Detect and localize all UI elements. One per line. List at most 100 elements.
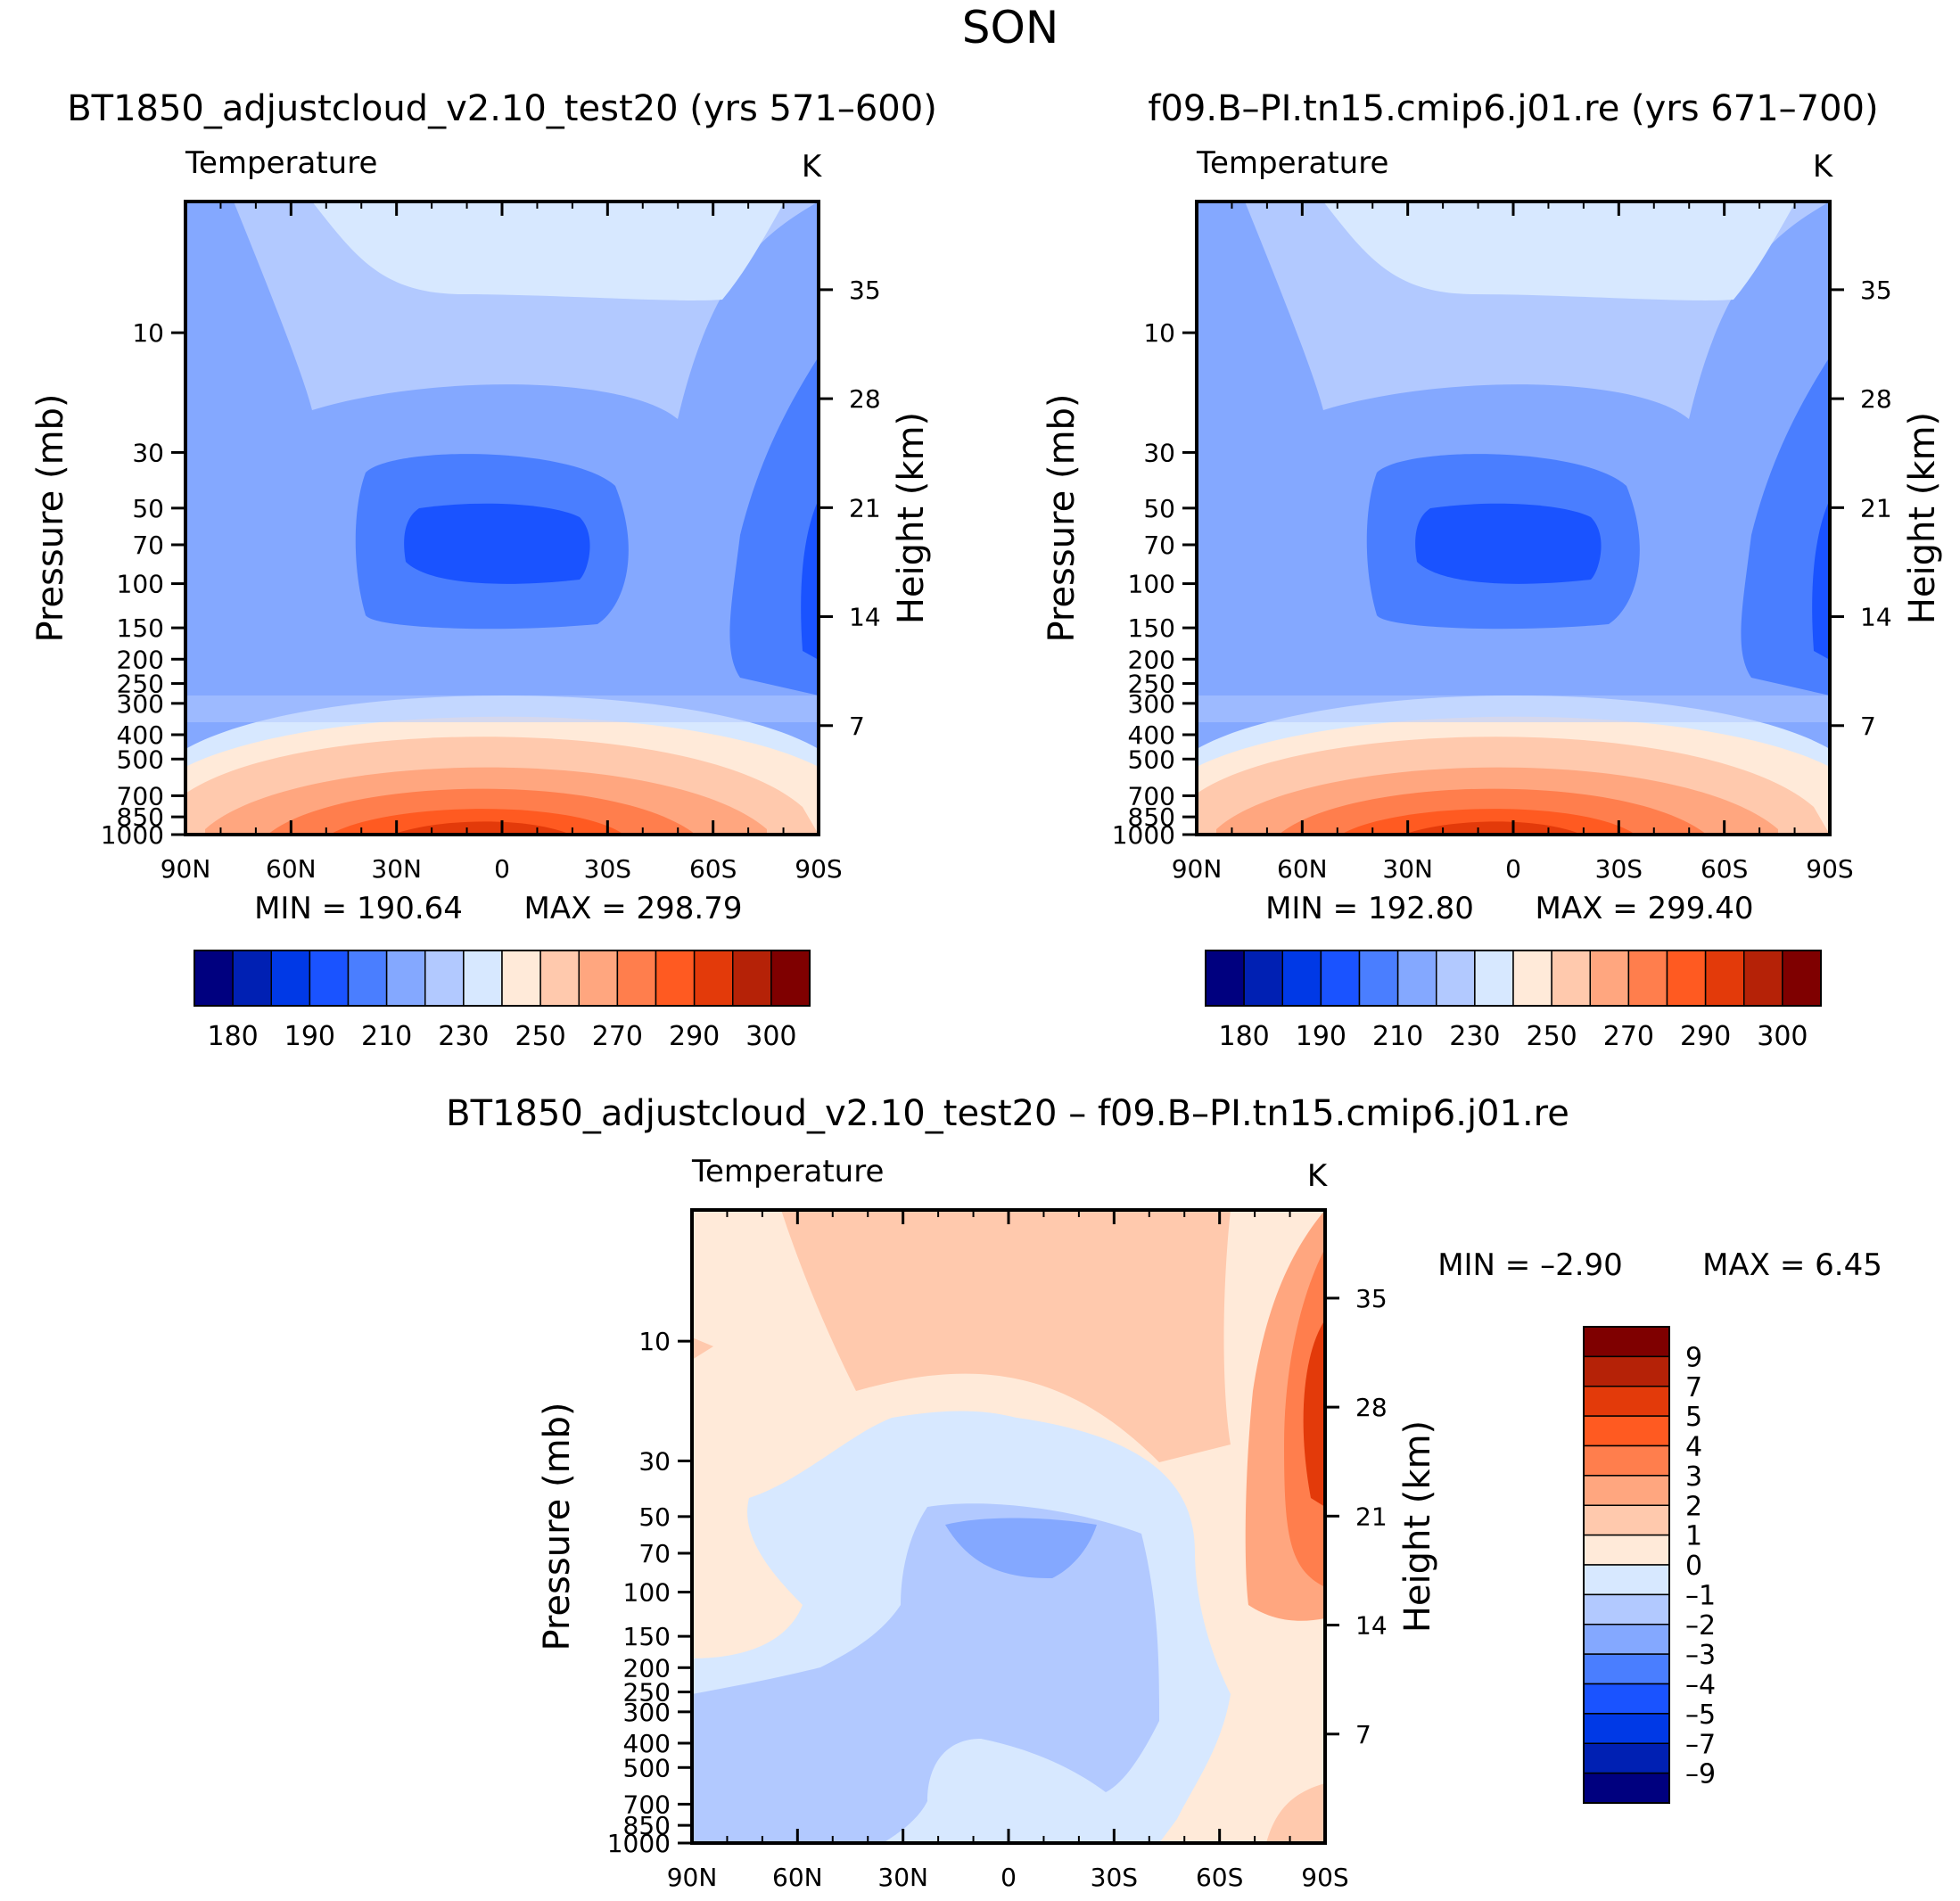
y-right-tick-label: 7: [849, 712, 865, 741]
colorbar-label: –1: [1685, 1580, 1716, 1611]
colorbar-swatch: [424, 950, 465, 1007]
panel-title: BT1850_adjustcloud_v2.10_test20 (yrs 571…: [67, 88, 937, 129]
colorbar-swatch: [1205, 950, 1245, 1007]
x-tick-label: 0: [1505, 854, 1521, 884]
colorbar-swatch: [1583, 1444, 1670, 1477]
variable-label: Temperature: [185, 145, 377, 181]
colorbar-swatch: [1474, 950, 1514, 1007]
y-tick-label: 300: [117, 689, 164, 719]
y-tick-label: 500: [623, 1753, 671, 1782]
contour-band: [801, 499, 819, 660]
panel-title: BT1850_adjustcloud_v2.10_test20 – f09.B–…: [446, 1093, 1569, 1134]
colorbar-swatch: [270, 950, 311, 1007]
colorbar-swatch: [693, 950, 734, 1007]
contour-band-negative: [945, 1518, 1097, 1578]
contour-band: [1812, 499, 1830, 660]
colorbar-label: 300: [745, 1021, 796, 1052]
colorbar-swatch: [1583, 1386, 1670, 1417]
colorbar-swatch: [1320, 950, 1361, 1007]
y-tick-label: 70: [638, 1539, 671, 1568]
colorbar-label: 210: [1372, 1021, 1423, 1052]
y-tick-label: 100: [1128, 570, 1175, 599]
y-tick-label: 300: [623, 1698, 671, 1727]
colorbar-swatch: [1583, 1504, 1670, 1536]
colorbar-label: 9: [1685, 1342, 1702, 1373]
colorbar-swatch: [309, 950, 350, 1007]
y-tick-label: 10: [132, 318, 164, 348]
y-right-tick-label: 7: [1355, 1720, 1371, 1749]
contour-field: [1197, 202, 1830, 835]
colorbar-label: 290: [669, 1021, 720, 1052]
x-tick-label: 0: [1001, 1863, 1017, 1892]
y-right-tick-label: 35: [1860, 276, 1892, 305]
y-tick-label: 400: [117, 720, 164, 750]
panel-top-left: BT1850_adjustcloud_v2.10_test20 (yrs 571…: [30, 88, 937, 1052]
panel-top-right: f09.B–PI.tn15.cmip6.j01.re (yrs 671–700)…: [1042, 88, 1943, 1052]
colorbar-swatch: [539, 950, 580, 1007]
colorbar-label: 5: [1685, 1402, 1702, 1433]
colorbar-label: 300: [1757, 1021, 1808, 1052]
colorbar-label: 7: [1685, 1372, 1702, 1403]
colorbar-swatch: [463, 950, 503, 1007]
contour-band-positive: [1227, 1242, 1248, 1277]
colorbar-swatch: [232, 950, 272, 1007]
colorbar-swatch: [1243, 950, 1283, 1007]
contour-band: [185, 695, 819, 722]
contour-band-positive: [692, 1337, 713, 1360]
y-axis-label: Pressure (mb): [537, 1402, 578, 1650]
colorbar-label: 180: [207, 1021, 258, 1052]
colorbar-swatch: [770, 950, 811, 1007]
x-tick-label: 60S: [689, 854, 737, 884]
y-tick-label: 30: [638, 1446, 671, 1476]
y-right-tick-label: 14: [1355, 1611, 1388, 1641]
colorbar-label: 180: [1218, 1021, 1269, 1052]
colorbar-swatch: [1666, 950, 1707, 1007]
colorbar-label: 230: [1449, 1021, 1500, 1052]
colorbar-label: 270: [592, 1021, 643, 1052]
y-tick-label: 300: [1128, 689, 1175, 719]
colorbar-frame: [194, 950, 811, 1007]
colorbar-swatch: [1583, 1534, 1670, 1566]
colorbar-swatch: [1583, 1355, 1670, 1387]
colorbar-swatch: [655, 950, 696, 1007]
colorbar-swatch: [1583, 1742, 1670, 1774]
y-tick-label: 500: [1128, 745, 1175, 774]
colorbar-label: 270: [1603, 1021, 1654, 1052]
y-tick-label: 400: [623, 1729, 671, 1758]
y-right-tick-label: 14: [849, 603, 881, 632]
colorbar-swatch: [1583, 1475, 1670, 1506]
y-tick-label: 850: [1128, 802, 1175, 832]
variable-label: Temperature: [1196, 145, 1388, 181]
y-right-tick-label: 21: [849, 493, 881, 523]
units-label: K: [1813, 149, 1834, 185]
contour-field: [692, 1210, 1325, 1843]
contour-field: [185, 202, 819, 835]
x-tick-label: 90S: [1301, 1863, 1348, 1892]
y-axis-label: Pressure (mb): [30, 393, 71, 642]
colorbar-swatch: [1281, 950, 1322, 1007]
y-tick-label: 400: [1128, 720, 1175, 750]
y-tick-label: 1000: [607, 1829, 671, 1858]
x-tick-label: 30S: [1595, 854, 1643, 884]
colorbar-label: 1: [1685, 1521, 1702, 1552]
y-axis-label: Pressure (mb): [1042, 393, 1083, 642]
y-tick-label: 70: [132, 531, 164, 560]
x-axis-ticks: 90N 60N 30N 0 30S 60S 90S: [161, 202, 843, 884]
panel-bottom-difference: BT1850_adjustcloud_v2.10_test20 – f09.B–…: [446, 1093, 1882, 1892]
y-tick-label: 850: [623, 1811, 671, 1840]
colorbar-swatch: [1583, 1564, 1670, 1596]
y-axis-right-label: Height (km): [1397, 1420, 1438, 1633]
y-tick-label: 50: [1143, 494, 1175, 523]
colorbar-label: 230: [438, 1021, 489, 1052]
colorbar-swatch: [1583, 1415, 1670, 1447]
x-tick-label: 60N: [266, 854, 317, 884]
colorbar-label: 190: [284, 1021, 335, 1052]
colorbar-label: –3: [1685, 1640, 1716, 1671]
x-tick-label: 30S: [584, 854, 631, 884]
colorbar-swatch: [1782, 950, 1822, 1007]
y-tick-label: 250: [1128, 670, 1175, 699]
colorbar-swatch: [1704, 950, 1745, 1007]
min-label: MIN = 192.80: [1265, 891, 1474, 926]
